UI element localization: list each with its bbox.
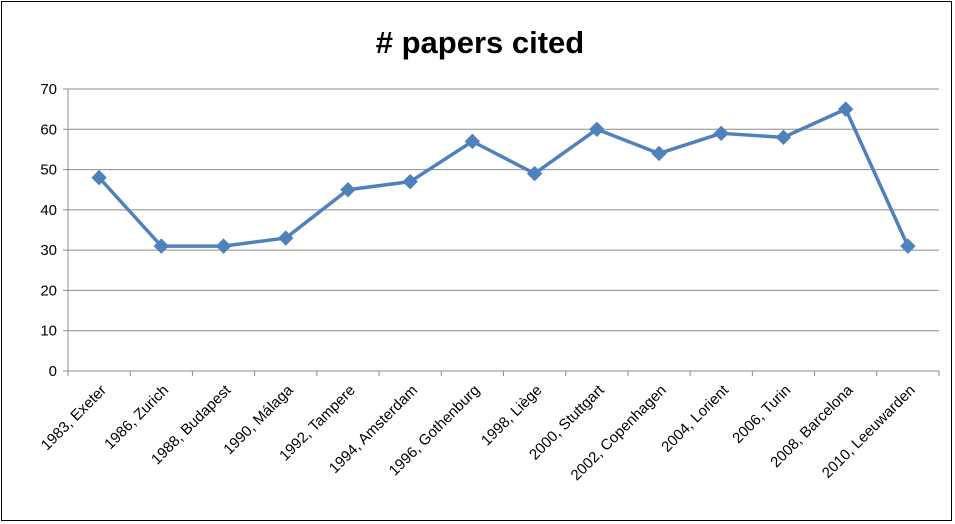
data-point-marker [900,238,916,254]
y-tick-label: 40 [40,202,57,219]
series-group [91,101,916,254]
y-tick-label: 50 [40,162,57,179]
data-point-marker [464,133,481,150]
gridlines [68,88,939,332]
x-tick-label: 2006, Turin [729,382,794,447]
data-point-marker [775,129,792,146]
axes [63,88,940,376]
data-point-marker [651,145,667,162]
series-line [97,107,910,248]
data-point-marker [278,230,294,246]
data-point-marker [837,101,854,117]
data-point-marker [526,165,543,182]
y-axis-ticks: 0 10 20 30 40 50 60 70 [40,81,57,380]
data-point-marker [589,121,605,137]
y-tick-label: 0 [49,363,57,380]
data-point-marker [713,125,729,142]
y-tick-label: 20 [40,282,57,299]
data-point-marker [340,182,356,198]
data-point-marker [91,169,107,186]
data-point-marker [153,238,170,254]
y-tick-label: 10 [40,323,57,340]
data-point-marker [402,173,418,190]
y-tick-label: 30 [40,242,57,259]
y-tick-label: 60 [40,121,57,138]
x-tick-label: 1983, Exeter [38,382,110,454]
data-point-marker [215,238,232,254]
chart-title: # papers cited [376,25,584,60]
x-tick-label: 1998, Liège [478,382,545,449]
x-tick-label: 2004, Lorient [658,381,733,456]
y-tick-label: 70 [40,81,57,98]
